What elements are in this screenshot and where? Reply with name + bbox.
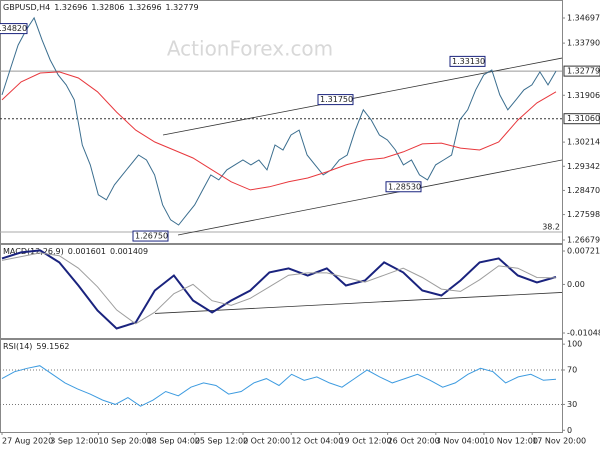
x-tick-label: 10 Nov 12:00	[484, 437, 538, 446]
header-value: 1.32806	[91, 3, 124, 12]
y-tick-label: 100	[567, 340, 582, 349]
panel-border	[0, 244, 563, 339]
x-tick-label: 26 Oct 20:00	[388, 437, 440, 446]
annotation-label: 1.34820	[0, 24, 27, 33]
y-tick-label: 1.31906	[567, 91, 600, 100]
panel-header: RSI(14) 59.1562	[3, 342, 70, 351]
y-tick-label: 30	[567, 400, 577, 409]
annotation-box	[0, 23, 28, 35]
y-tick-label: 1.29342	[567, 162, 600, 171]
trendline	[162, 57, 563, 136]
annotation-label: 1.31750	[320, 95, 353, 104]
y-tick-label: 0.00	[567, 280, 585, 289]
trendline	[177, 159, 563, 236]
annotation-label: 1.26750	[135, 232, 168, 241]
x-tick-label: 10 Sep 20:00	[98, 437, 151, 446]
panel-border	[0, 0, 563, 244]
x-tick-label: 2 Oct 20:00	[243, 437, 290, 446]
y-tick-label: 0	[567, 426, 572, 435]
series-line	[1, 71, 557, 191]
y-tick-label: 1.27598	[567, 210, 600, 219]
x-tick-label: 12 Oct 04:00	[291, 437, 343, 446]
panel-header: MACD(12,26,9) 0.001601 0.001409	[3, 247, 148, 256]
y-tick-label: 1.33790	[567, 39, 600, 48]
series-line	[1, 252, 557, 325]
panel-title: GBPUSD,H4	[3, 3, 50, 12]
y-tick-label: -0.01048	[567, 328, 600, 337]
series-line	[1, 249, 557, 330]
annotation-box	[317, 94, 354, 106]
x-tick-label: 27 Aug 2020	[2, 437, 53, 446]
panel-title: RSI(14)	[3, 342, 32, 351]
y-tick-label: 0.007213	[567, 247, 600, 256]
panel-header: GBPUSD,H4 1.32696 1.32806 1.32696 1.32779	[3, 3, 199, 12]
annotation-box	[385, 181, 422, 193]
x-tick-label: 25 Sep 12:00	[195, 437, 248, 446]
axis-label-box	[563, 65, 600, 77]
annotation-label: 1.33130	[452, 57, 485, 66]
y-tick-label: 70	[567, 366, 577, 375]
y-tick-label: 1.34697	[567, 13, 600, 22]
watermark: ActionForex.com	[167, 37, 333, 61]
header-value: 1.32696	[128, 3, 161, 12]
header-value: 1.32696	[54, 3, 87, 12]
x-tick-label: 18 Sep 04:00	[147, 437, 200, 446]
x-tick-label: 3 Sep 12:00	[50, 437, 98, 446]
fib-label: 38.2	[542, 222, 560, 231]
header-value: 59.1562	[36, 342, 69, 351]
y-tick-label: 1.30214	[567, 138, 600, 147]
trendline	[154, 292, 563, 314]
level-label: 1.31060	[567, 114, 600, 123]
y-tick-label: 1.26679	[567, 236, 600, 245]
header-value: 0.001409	[110, 247, 148, 256]
y-tick-label: 1.28470	[567, 186, 600, 195]
x-tick-label: 3 Nov 04:00	[436, 437, 485, 446]
axis-label-box	[563, 113, 600, 125]
annotation-box	[449, 55, 486, 67]
annotation-label: 1.28530	[388, 182, 421, 191]
series-line	[1, 365, 557, 407]
x-tick-label: 19 Oct 12:00	[339, 437, 391, 446]
series-line	[1, 16, 557, 226]
header-value: 0.001601	[68, 247, 106, 256]
header-value: 1.32779	[166, 3, 199, 12]
x-tick-label: 17 Nov 20:00	[532, 437, 586, 446]
current-price-label: 1.32779	[567, 67, 600, 76]
annotation-box	[132, 230, 169, 242]
panel-border	[0, 339, 563, 433]
